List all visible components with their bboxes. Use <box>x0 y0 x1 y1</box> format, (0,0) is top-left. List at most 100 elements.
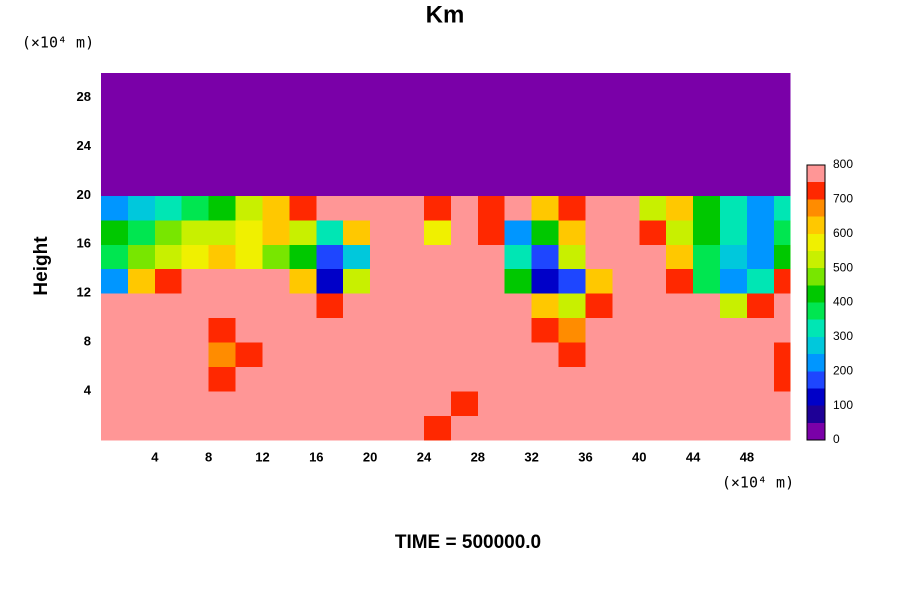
heat-cell <box>127 293 156 319</box>
heat-cell <box>585 121 613 147</box>
heat-cell <box>639 268 667 294</box>
heat-cell <box>423 195 452 221</box>
heat-cell <box>504 342 533 368</box>
heat-cell <box>235 121 263 147</box>
heat-cell <box>423 219 452 245</box>
heat-cell <box>397 146 425 172</box>
heat-cell <box>477 244 506 270</box>
heat-cell <box>558 170 586 196</box>
heat-cell <box>639 97 667 123</box>
heat-cell <box>289 170 317 196</box>
heat-cell <box>423 342 452 368</box>
heat-cell <box>773 391 791 417</box>
heat-cell <box>612 342 640 368</box>
heat-cell <box>639 366 667 392</box>
heat-cell <box>397 244 425 270</box>
heat-cell <box>101 97 129 123</box>
heat-cell <box>208 195 237 221</box>
x-tick-label: 8 <box>205 449 212 464</box>
heat-cell <box>262 317 290 343</box>
heat-cell <box>235 391 263 417</box>
heat-cell <box>423 293 452 319</box>
heat-cell <box>289 219 317 245</box>
heat-cell <box>370 342 398 368</box>
heat-cell <box>773 317 791 343</box>
heat-cell <box>154 366 183 392</box>
heat-cell <box>531 317 560 343</box>
colorbar-tick-label: 300 <box>833 329 853 343</box>
heat-cell <box>693 121 721 147</box>
heat-cell <box>154 195 183 221</box>
heat-cell <box>154 293 183 319</box>
heat-cell <box>262 170 290 196</box>
heat-cell <box>289 73 317 98</box>
heat-cell <box>477 121 506 147</box>
heat-cell <box>450 195 479 221</box>
heat-cell <box>289 268 317 294</box>
heat-cell <box>235 195 263 221</box>
heat-cell <box>746 391 775 417</box>
heat-cell <box>693 317 721 343</box>
heat-cell <box>558 97 586 123</box>
heat-cell <box>639 195 667 221</box>
heat-cell <box>262 244 290 270</box>
heat-cell <box>127 219 156 245</box>
heat-cell <box>558 73 586 98</box>
heat-cell <box>154 268 183 294</box>
heat-cell <box>504 219 533 245</box>
heat-cell <box>666 97 694 123</box>
heat-cell <box>720 391 748 417</box>
heat-cell <box>316 244 344 270</box>
colorbar-swatch <box>807 336 825 355</box>
heat-cell <box>262 97 290 123</box>
heat-cell <box>262 391 290 417</box>
heat-cell <box>154 244 183 270</box>
heat-cell <box>531 415 560 441</box>
heat-cell <box>235 244 263 270</box>
heat-cell <box>531 293 560 319</box>
heat-cell <box>504 146 533 172</box>
heat-cell <box>773 195 791 221</box>
heat-cell <box>746 121 775 147</box>
heat-cell <box>639 391 667 417</box>
x-tick-label: 48 <box>740 449 754 464</box>
heat-cell <box>370 415 398 441</box>
heat-cell <box>477 219 506 245</box>
heat-cell <box>585 342 613 368</box>
heat-cell <box>181 73 210 98</box>
heat-cell <box>289 244 317 270</box>
x-tick-label: 12 <box>255 449 269 464</box>
heat-cell <box>773 415 791 441</box>
heat-cell <box>397 170 425 196</box>
heat-cell <box>639 293 667 319</box>
heat-cell <box>262 146 290 172</box>
heat-cell <box>612 73 640 98</box>
heat-cell <box>181 219 210 245</box>
heat-cell <box>316 415 344 441</box>
heat-cell <box>531 170 560 196</box>
heat-cell <box>773 268 791 294</box>
heat-cell <box>639 244 667 270</box>
heat-cell <box>101 293 129 319</box>
heat-cell <box>666 366 694 392</box>
heat-cell <box>477 195 506 221</box>
heat-cell <box>101 366 129 392</box>
x-tick-label: 16 <box>309 449 323 464</box>
heat-cell <box>477 366 506 392</box>
heat-cell <box>289 391 317 417</box>
heat-cell <box>370 244 398 270</box>
heat-cell <box>289 97 317 123</box>
heat-cell <box>450 219 479 245</box>
heat-cell <box>235 219 263 245</box>
heat-cell <box>720 121 748 147</box>
x-tick-label: 40 <box>632 449 646 464</box>
heat-cell <box>101 170 129 196</box>
heat-cell <box>612 170 640 196</box>
heat-cell <box>289 195 317 221</box>
heat-cell <box>343 195 371 221</box>
heat-cell <box>316 121 344 147</box>
heat-cell <box>101 73 129 98</box>
heat-cell <box>262 366 290 392</box>
heat-cell <box>450 268 479 294</box>
